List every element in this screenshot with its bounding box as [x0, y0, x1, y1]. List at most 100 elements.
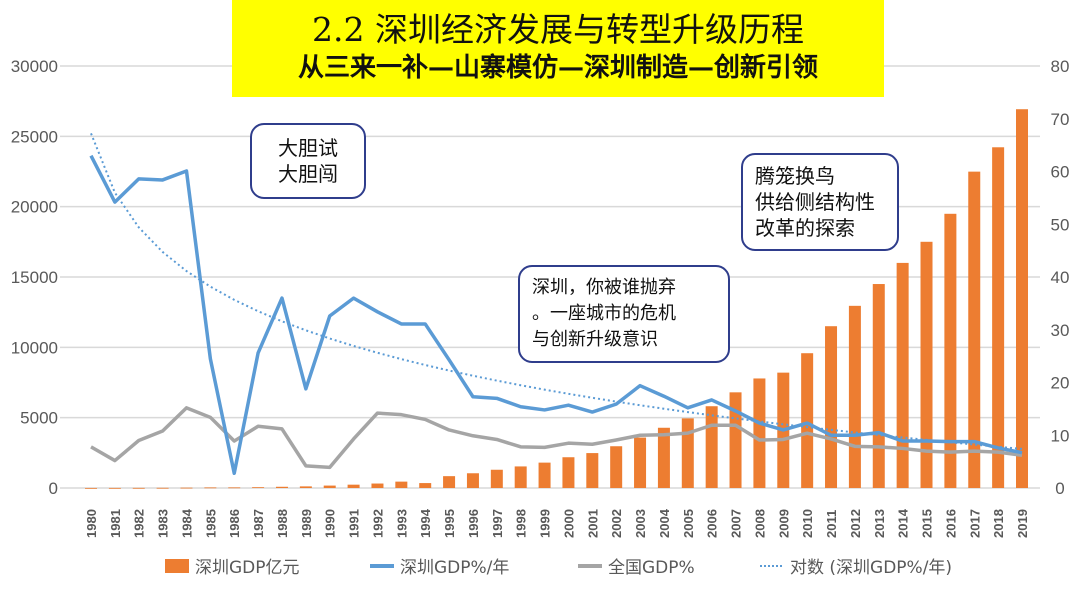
x-axis-tick-label: 2011	[824, 510, 839, 538]
bar	[443, 476, 456, 488]
bar	[848, 305, 861, 488]
left-axis-tick-label: 25000	[11, 127, 58, 146]
left-axis-tick-label: 20000	[11, 198, 58, 217]
bar	[896, 262, 909, 488]
bar	[395, 481, 408, 488]
bar	[538, 462, 551, 488]
x-axis-tick-label: 2005	[681, 509, 696, 538]
x-axis-tick-label: 1990	[323, 509, 338, 538]
x-axis-tick-label: 1986	[227, 509, 242, 538]
bar	[657, 427, 670, 488]
right-axis-tick-label: 50	[1051, 215, 1070, 234]
legend: 深圳GDP亿元 深圳GDP%/年 全国GDP% 对数 (深圳GDP%/年)	[165, 558, 952, 578]
x-axis-tick-label: 1983	[156, 509, 171, 538]
bar	[610, 446, 623, 488]
right-axis-tick-label: 10	[1051, 426, 1070, 445]
bar	[85, 487, 97, 489]
bar	[992, 147, 1005, 488]
bar	[920, 241, 933, 488]
bar	[275, 486, 288, 488]
bar	[419, 483, 432, 488]
trendline-log	[90, 132, 1023, 450]
legend-label: 全国GDP%	[608, 558, 695, 578]
x-axis-tick-label: 2001	[585, 509, 600, 538]
bar	[705, 406, 718, 488]
bar	[634, 437, 647, 488]
right-axis-ticks: 0 10 20 30 40 50 60 70 80	[1051, 57, 1070, 498]
right-axis-tick-label: 30	[1051, 321, 1070, 340]
x-axis-tick-label: 2014	[896, 508, 911, 538]
bar	[371, 483, 384, 488]
right-axis-tick-label: 20	[1051, 374, 1070, 393]
bar	[681, 418, 694, 488]
bar	[872, 284, 885, 488]
left-axis-tick-label: 5000	[20, 409, 58, 428]
bar	[944, 213, 957, 488]
bar	[252, 487, 265, 489]
x-axis-tick-label: 2019	[1015, 509, 1030, 538]
x-axis-tick-label: 2018	[991, 509, 1006, 538]
page-subtitle: 从三来一补—山寨模仿—深圳制造—创新引领	[297, 53, 818, 83]
right-axis-tick-label: 40	[1051, 268, 1070, 287]
left-axis-tick-label: 10000	[11, 338, 58, 357]
bar	[825, 326, 838, 488]
x-axis-ticks: 1980 1981 1982 1983 1984 1985 1986 1987 1988 1989…	[84, 508, 1030, 538]
bar	[586, 453, 599, 488]
bar	[490, 469, 503, 488]
annotation-line: 大胆试	[278, 136, 338, 160]
x-axis-tick-label: 2002	[609, 509, 624, 538]
bar	[968, 171, 981, 488]
left-axis-tick-label: 30000	[11, 57, 58, 76]
annotation-line: 改革的探索	[755, 216, 855, 240]
x-axis-tick-label: 2017	[967, 509, 982, 538]
x-axis-tick-label: 2013	[872, 509, 887, 538]
right-axis-tick-label: 80	[1051, 57, 1070, 76]
bar	[204, 487, 217, 489]
x-axis-tick-label: 1994	[418, 508, 433, 538]
legend-label: 深圳GDP亿元	[195, 558, 300, 578]
bar	[108, 487, 121, 489]
x-axis-tick-label: 1998	[514, 509, 529, 538]
x-axis-tick-label: 2006	[705, 509, 720, 538]
bar-series	[85, 109, 1028, 489]
legend-label: 对数 (深圳GDP%/年)	[790, 558, 952, 578]
annotation-box: 深圳，你被谁抛弃 。一座城市的危机 与创新升级意识	[518, 265, 730, 363]
legend-swatch-bar	[165, 559, 189, 573]
annotation-line: 腾笼换鸟	[755, 164, 835, 188]
annotation-line: 大胆闯	[278, 162, 338, 186]
x-axis-tick-label: 1984	[179, 508, 194, 538]
annotation-line: 供给侧结构性	[755, 190, 875, 214]
line-series	[89, 132, 1023, 475]
left-axis-tick-label: 0	[49, 479, 58, 498]
right-axis-tick-label: 0	[1055, 479, 1064, 498]
page-title: 2.2 深圳经济发展与转型升级历程	[312, 10, 804, 49]
x-axis-tick-label: 1989	[299, 509, 314, 538]
right-axis-tick-label: 70	[1051, 110, 1070, 129]
x-axis-tick-label: 2009	[776, 509, 791, 538]
x-axis-tick-label: 1999	[538, 509, 553, 538]
annotation-line: 。一座城市的危机	[532, 303, 676, 324]
bar	[132, 487, 145, 489]
x-axis-tick-label: 2012	[848, 509, 863, 538]
bar	[466, 473, 479, 488]
bar	[562, 457, 575, 488]
annotation-box: 大胆试 大胆闯	[250, 123, 366, 199]
bar	[753, 378, 766, 488]
bar	[1016, 109, 1028, 488]
bar	[156, 487, 169, 489]
x-axis-tick-label: 1997	[490, 509, 505, 538]
x-axis-tick-label: 1995	[442, 509, 457, 538]
bar	[323, 485, 336, 488]
left-axis-ticks: 0 5000 10000 15000 20000 25000 30000	[11, 57, 58, 498]
bar	[228, 487, 241, 489]
line-national-gdp-growth	[90, 406, 1023, 470]
x-axis-tick-label: 1982	[132, 509, 147, 538]
x-axis-tick-label: 1988	[275, 509, 290, 538]
x-axis-tick-label: 2010	[800, 509, 815, 538]
x-axis-tick-label: 2000	[561, 509, 576, 538]
x-axis-tick-label: 1993	[394, 509, 409, 538]
annotation-line: 深圳，你被谁抛弃	[532, 277, 676, 298]
bar	[514, 466, 527, 488]
bar	[299, 486, 312, 488]
